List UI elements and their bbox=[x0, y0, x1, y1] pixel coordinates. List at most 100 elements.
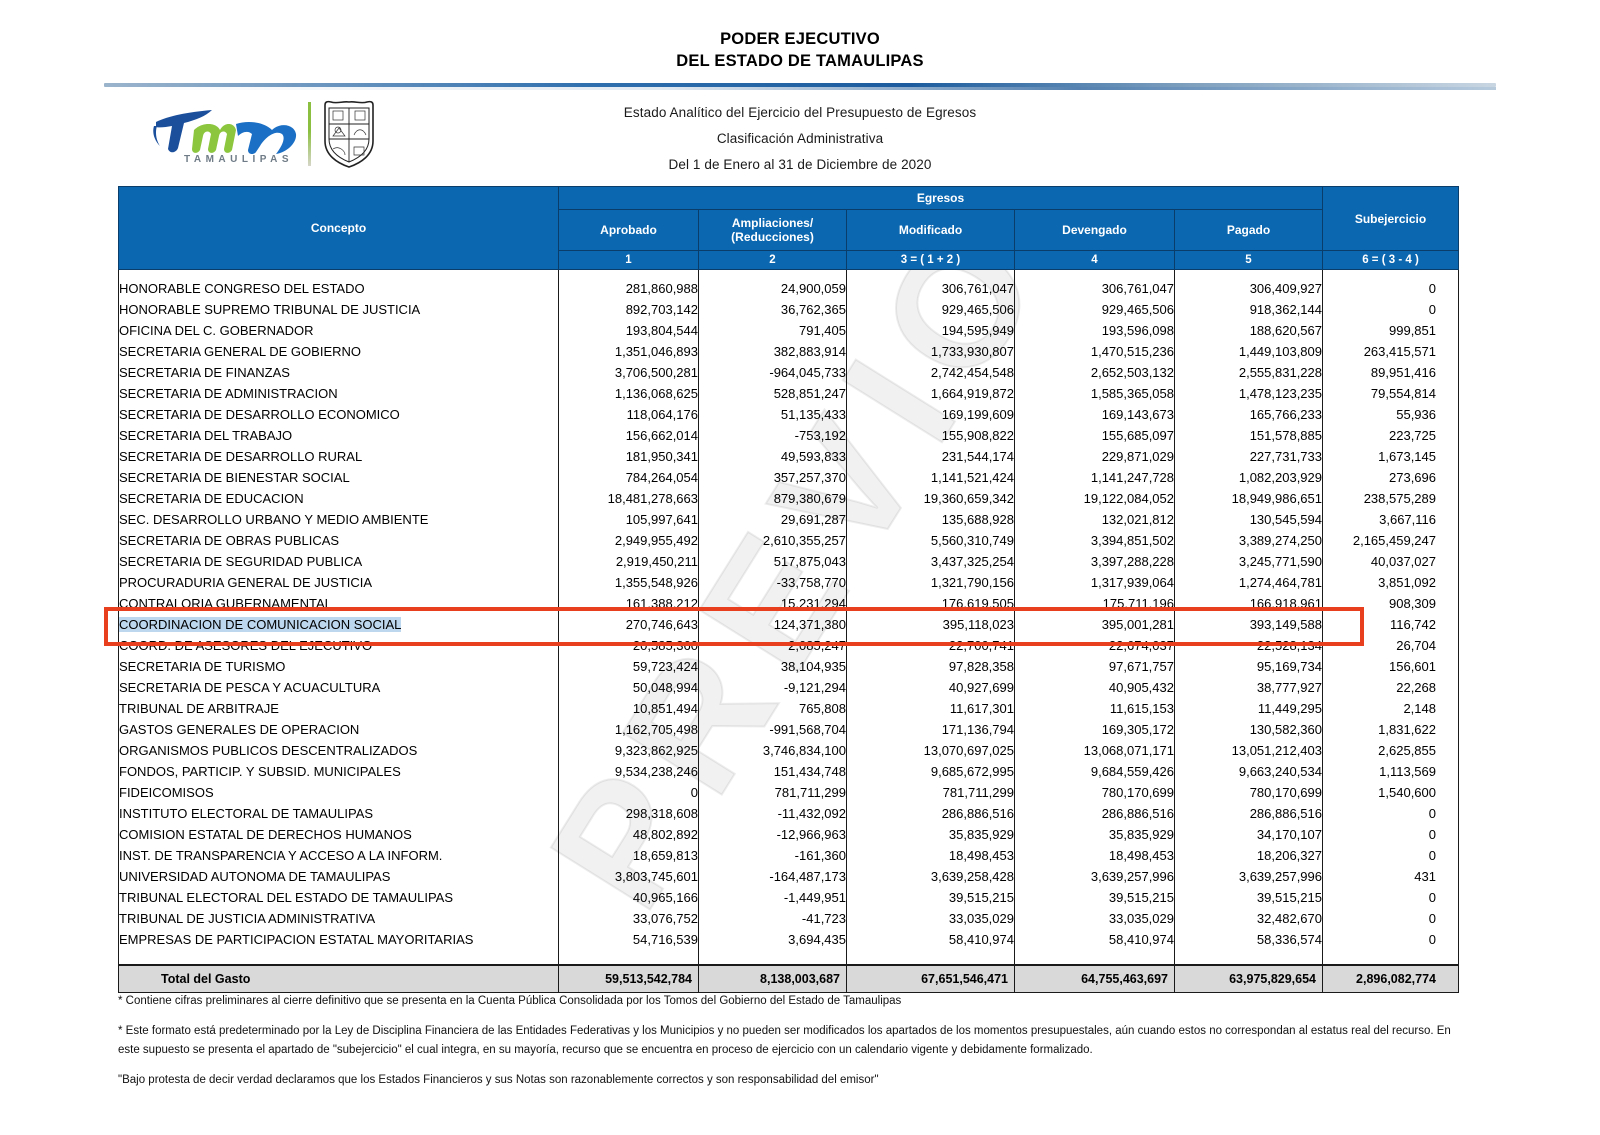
table-cell-concepto: COORD. DE ASESORES DEL EJECUTIVO bbox=[118, 635, 559, 656]
table-cell-subejercicio: 431 bbox=[1322, 866, 1459, 887]
table-cell-concepto: INST. DE TRANSPARENCIA Y ACCESO A LA INF… bbox=[118, 845, 559, 866]
table-cell-ampliaciones: -11,432,092 bbox=[698, 803, 847, 824]
table-row: SECRETARIA DE ADMINISTRACION 1,136,068,62… bbox=[118, 383, 1459, 404]
col-header-aprobado: Aprobado bbox=[558, 209, 699, 251]
table-row: CONTRALORIA GUBERNAMENTAL 161,388,212 15,2… bbox=[118, 593, 1459, 614]
table-row: INSTITUTO ELECTORAL DE TAMAULIPAS 298,318… bbox=[118, 803, 1459, 824]
table-cell-aprobado: 9,534,238,246 bbox=[558, 761, 699, 782]
col-header-subejercicio: Subejercicio bbox=[1322, 186, 1459, 251]
table-cell-ampliaciones: -753,192 bbox=[698, 425, 847, 446]
table-row: HONORABLE SUPREMO TRIBUNAL DE JUSTICIA 89… bbox=[118, 299, 1459, 320]
table-cell-pagado: 38,777,927 bbox=[1174, 677, 1323, 698]
table-cell-aprobado: 2,919,450,211 bbox=[558, 551, 699, 572]
table-cell-devengado: 3,639,257,996 bbox=[1014, 866, 1175, 887]
table-cell-pagado: 393,149,588 bbox=[1174, 614, 1323, 635]
table-total-label: Total del Gasto bbox=[118, 965, 559, 993]
table-total-aprobado: 59,513,542,784 bbox=[558, 965, 699, 993]
table-cell-devengado: 11,615,153 bbox=[1014, 698, 1175, 719]
table-cell-subejercicio: 2,148 bbox=[1322, 698, 1459, 719]
table-cell-subejercicio: 89,951,416 bbox=[1322, 362, 1459, 383]
col-header-modificado: Modificado bbox=[846, 209, 1015, 251]
col-header-ampliaciones-line2: (Reducciones) bbox=[731, 230, 814, 244]
table-cell-pagado: 1,449,103,809 bbox=[1174, 341, 1323, 362]
table-cell-aprobado: 3,706,500,281 bbox=[558, 362, 699, 383]
table-cell-ampliaciones: -12,966,963 bbox=[698, 824, 847, 845]
table-cell-aprobado: 270,746,643 bbox=[558, 614, 699, 635]
table-cell-modificado: 231,544,174 bbox=[846, 446, 1015, 467]
table-cell-pagado: 58,336,574 bbox=[1174, 929, 1323, 950]
col-number-2: 2 bbox=[698, 250, 847, 270]
table-cell-subejercicio: 156,601 bbox=[1322, 656, 1459, 677]
table-cell-concepto: GASTOS GENERALES DE OPERACION bbox=[118, 719, 559, 740]
table-cell-modificado: 33,035,029 bbox=[846, 908, 1015, 929]
table-cell-ampliaciones: 879,380,679 bbox=[698, 488, 847, 509]
table-cell-aprobado: 18,481,278,663 bbox=[558, 488, 699, 509]
table-cell-concepto: SECRETARIA DE OBRAS PUBLICAS bbox=[118, 530, 559, 551]
table-row: COORDINACION DE COMUNICACION SOCIAL 270,7… bbox=[118, 614, 1459, 635]
table-cell-ampliaciones: 124,371,380 bbox=[698, 614, 847, 635]
col-header-ampliaciones: Ampliaciones/ (Reducciones) bbox=[698, 209, 847, 251]
table-cell-ampliaciones: 2,085,247 bbox=[698, 635, 847, 656]
table-cell-pagado: 166,918,961 bbox=[1174, 593, 1323, 614]
table-cell-modificado: 39,515,215 bbox=[846, 887, 1015, 908]
table-cell-pagado: 2,555,831,228 bbox=[1174, 362, 1323, 383]
table-cell-devengado: 9,684,559,426 bbox=[1014, 761, 1175, 782]
table-cell-aprobado: 1,136,068,625 bbox=[558, 383, 699, 404]
table-cell-subejercicio: 3,667,116 bbox=[1322, 509, 1459, 530]
table-row: SECRETARIA DE DESARROLLO RURAL 181,950,34… bbox=[118, 446, 1459, 467]
table-cell-concepto: SECRETARIA DE TURISMO bbox=[118, 656, 559, 677]
col-number-4: 4 bbox=[1014, 250, 1175, 270]
table-cell-pagado: 1,274,464,781 bbox=[1174, 572, 1323, 593]
table-cell-subejercicio: 238,575,289 bbox=[1322, 488, 1459, 509]
table-cell-subejercicio: 2,625,855 bbox=[1322, 740, 1459, 761]
table-cell-devengado: 18,498,453 bbox=[1014, 845, 1175, 866]
table-cell-subejercicio: 0 bbox=[1322, 908, 1459, 929]
table-cell-modificado: 5,560,310,749 bbox=[846, 530, 1015, 551]
table-cell-concepto: SECRETARIA GENERAL DE GOBIERNO bbox=[118, 341, 559, 362]
table-row: SECRETARIA DE TURISMO 59,723,424 38,104,93… bbox=[118, 656, 1459, 677]
table-cell-modificado: 9,685,672,995 bbox=[846, 761, 1015, 782]
table-cell-ampliaciones: 29,691,287 bbox=[698, 509, 847, 530]
table-cell-pagado: 130,545,594 bbox=[1174, 509, 1323, 530]
table-cell-pagado: 3,639,257,996 bbox=[1174, 866, 1323, 887]
table-cell-aprobado: 48,802,892 bbox=[558, 824, 699, 845]
table-cell-subejercicio: 0 bbox=[1322, 299, 1459, 320]
table-cell-ampliaciones: 3,694,435 bbox=[698, 929, 847, 950]
table-cell-modificado: 286,886,516 bbox=[846, 803, 1015, 824]
table-cell-aprobado: 0 bbox=[558, 782, 699, 803]
table-cell-devengado: 40,905,432 bbox=[1014, 677, 1175, 698]
table-cell-modificado: 1,141,521,424 bbox=[846, 467, 1015, 488]
table-cell-aprobado: 40,965,166 bbox=[558, 887, 699, 908]
table-row: SECRETARIA DE SEGURIDAD PUBLICA 2,919,450… bbox=[118, 551, 1459, 572]
table-row: PROCURADURIA GENERAL DE JUSTICIA 1,355,54… bbox=[118, 572, 1459, 593]
table-cell-ampliaciones: 36,762,365 bbox=[698, 299, 847, 320]
table-cell-modificado: 3,437,325,254 bbox=[846, 551, 1015, 572]
table-cell-devengado: 39,515,215 bbox=[1014, 887, 1175, 908]
table-cell-devengado: 175,711,196 bbox=[1014, 593, 1175, 614]
table-cell-devengado: 132,021,812 bbox=[1014, 509, 1175, 530]
table-cell-aprobado: 892,703,142 bbox=[558, 299, 699, 320]
table-cell-aprobado: 281,860,988 bbox=[558, 278, 699, 299]
table-cell-devengado: 1,585,365,058 bbox=[1014, 383, 1175, 404]
col-header-ampliaciones-line1: Ampliaciones/ bbox=[731, 216, 814, 230]
report-subtitle-3: Del 1 de Enero al 31 de Diciembre de 202… bbox=[668, 157, 932, 172]
report-subtitles: Estado Analítico del Ejercicio del Presu… bbox=[0, 100, 1600, 178]
table-cell-pagado: 130,582,360 bbox=[1174, 719, 1323, 740]
col-number-5: 5 bbox=[1174, 250, 1323, 270]
table-cell-modificado: 929,465,506 bbox=[846, 299, 1015, 320]
table-cell-pagado: 151,578,885 bbox=[1174, 425, 1323, 446]
table-cell-ampliaciones: -964,045,733 bbox=[698, 362, 847, 383]
footnote-2: * Este formato está predeterminado por l… bbox=[118, 1025, 1451, 1056]
table-cell-subejercicio: 223,725 bbox=[1322, 425, 1459, 446]
table-cell-aprobado: 20,585,360 bbox=[558, 635, 699, 656]
table-cell-modificado: 58,410,974 bbox=[846, 929, 1015, 950]
table-cell-subejercicio: 79,554,814 bbox=[1322, 383, 1459, 404]
table-cell-concepto: SECRETARIA DE EDUCACION bbox=[118, 488, 559, 509]
table-cell-pagado: 95,169,734 bbox=[1174, 656, 1323, 677]
table-cell-aprobado: 298,318,608 bbox=[558, 803, 699, 824]
table-cell-concepto: OFICINA DEL C. GOBERNADOR bbox=[118, 320, 559, 341]
table-cell-aprobado: 9,323,862,925 bbox=[558, 740, 699, 761]
table-cell-pagado: 3,389,274,250 bbox=[1174, 530, 1323, 551]
tam-logo-subtext: TAMAULIPAS bbox=[184, 154, 294, 165]
